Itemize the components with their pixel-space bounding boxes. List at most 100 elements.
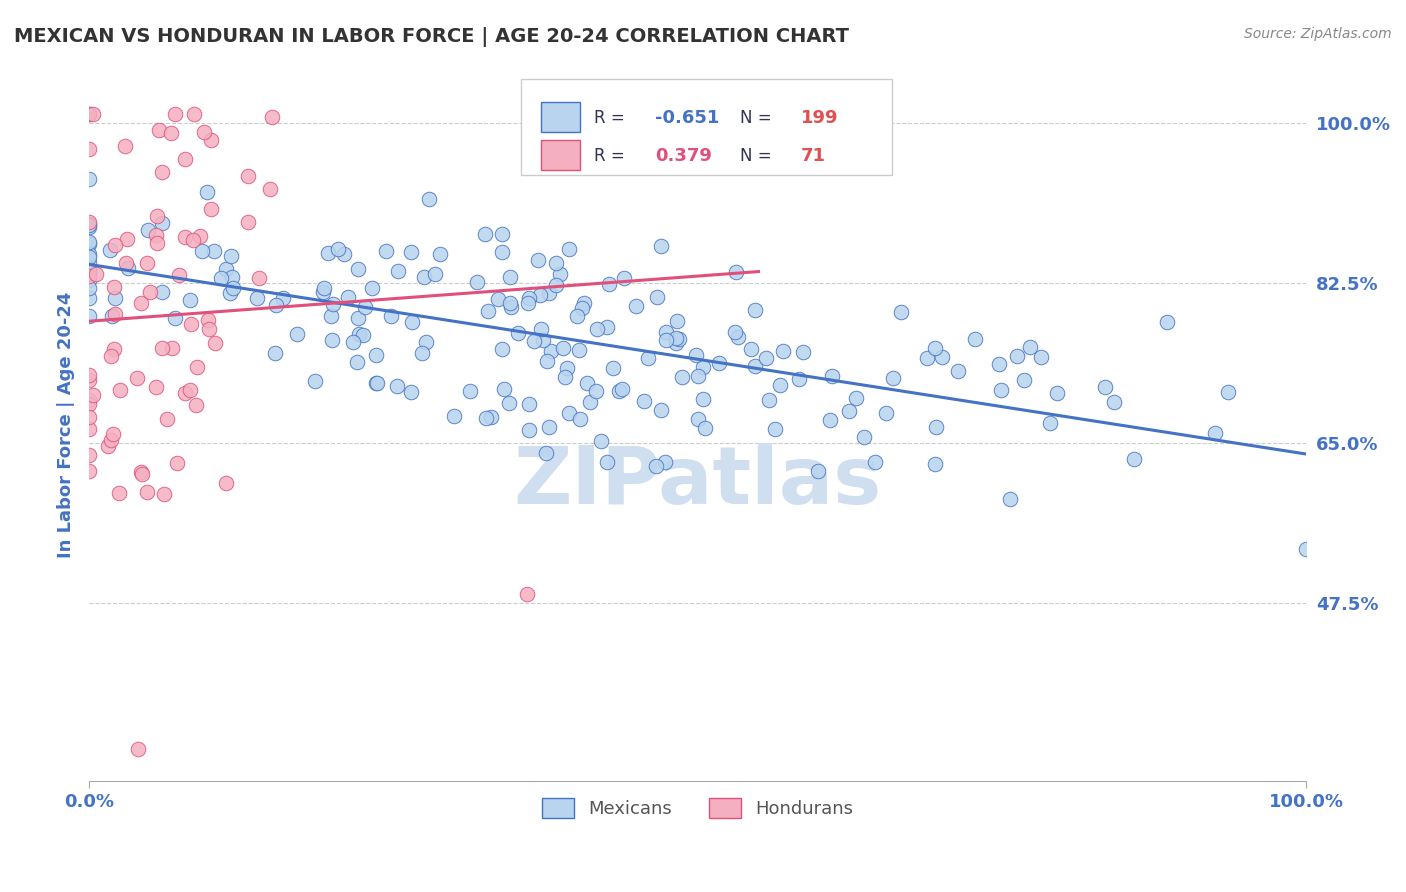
Point [173,386,195,401]
Point [925,420,948,434]
Point [1156,315,1178,329]
Point [665,313,688,327]
Point [115,255,138,269]
Point [77,264,100,278]
Point [554,370,576,384]
Point [160,341,183,355]
Point [77,217,100,231]
Point [579,395,602,409]
Point [613,271,636,285]
Point [602,361,624,376]
Text: 0.379: 0.379 [655,147,711,165]
Point [181,233,204,247]
Point [165,107,187,121]
Point [236,215,259,229]
Point [1029,350,1052,364]
Point [598,277,620,292]
Point [399,385,422,400]
Text: Source: ZipAtlas.com: Source: ZipAtlas.com [1244,27,1392,41]
Point [146,235,169,250]
Point [852,430,875,444]
Point [193,125,215,139]
Point [77,292,100,306]
Point [200,202,222,217]
Point [77,142,100,156]
Point [222,281,245,295]
Point [477,304,499,318]
Point [209,271,232,285]
Point [467,275,489,289]
Point [77,373,100,387]
Point [443,409,465,423]
Point [491,244,513,259]
Point [686,412,709,426]
Point [77,310,100,324]
Point [519,291,541,305]
Text: ZIPatlas: ZIPatlas [513,442,882,521]
Point [415,335,437,350]
Point [882,370,904,384]
Point [686,368,709,383]
Point [136,223,159,237]
Point [924,341,946,355]
Point [387,263,409,277]
Point [946,364,969,378]
Point [77,262,100,277]
Point [287,326,309,341]
Point [557,242,579,256]
Point [145,209,167,223]
Point [101,427,124,442]
Point [924,457,946,471]
Point [596,455,619,469]
Point [479,409,502,424]
Point [77,268,100,283]
Text: -0.651: -0.651 [655,110,720,128]
Point [1019,340,1042,354]
Point [77,422,100,436]
Point [499,300,522,314]
Point [987,357,1010,371]
Point [1122,451,1144,466]
Point [156,412,179,426]
Point [360,281,382,295]
Point [337,290,360,304]
Point [529,288,551,302]
Point [77,247,100,261]
Point [665,335,688,350]
Text: R =: R = [595,147,630,165]
Point [77,281,100,295]
Point [366,376,388,390]
Point [527,252,550,267]
Point [148,123,170,137]
Point [167,268,190,282]
Point [322,296,344,310]
Point [516,587,538,601]
Point [77,368,100,383]
Point [609,384,631,399]
Point [77,236,100,251]
Point [654,455,676,469]
Point [202,244,225,259]
Point [259,182,281,196]
Point [744,359,766,373]
Point [727,330,749,344]
Point [655,325,678,339]
Point [387,378,409,392]
Point [346,355,368,369]
Point [411,346,433,360]
Point [77,266,100,280]
Point [352,328,374,343]
Point [645,290,668,304]
Point [915,351,938,365]
Point [77,107,100,121]
Point [136,256,159,270]
Point [114,139,136,153]
Point [333,246,356,260]
Point [129,465,152,479]
Point [517,397,540,411]
Point [82,388,104,402]
Point [103,237,125,252]
Point [423,267,446,281]
Point [685,348,707,362]
Point [186,398,208,412]
